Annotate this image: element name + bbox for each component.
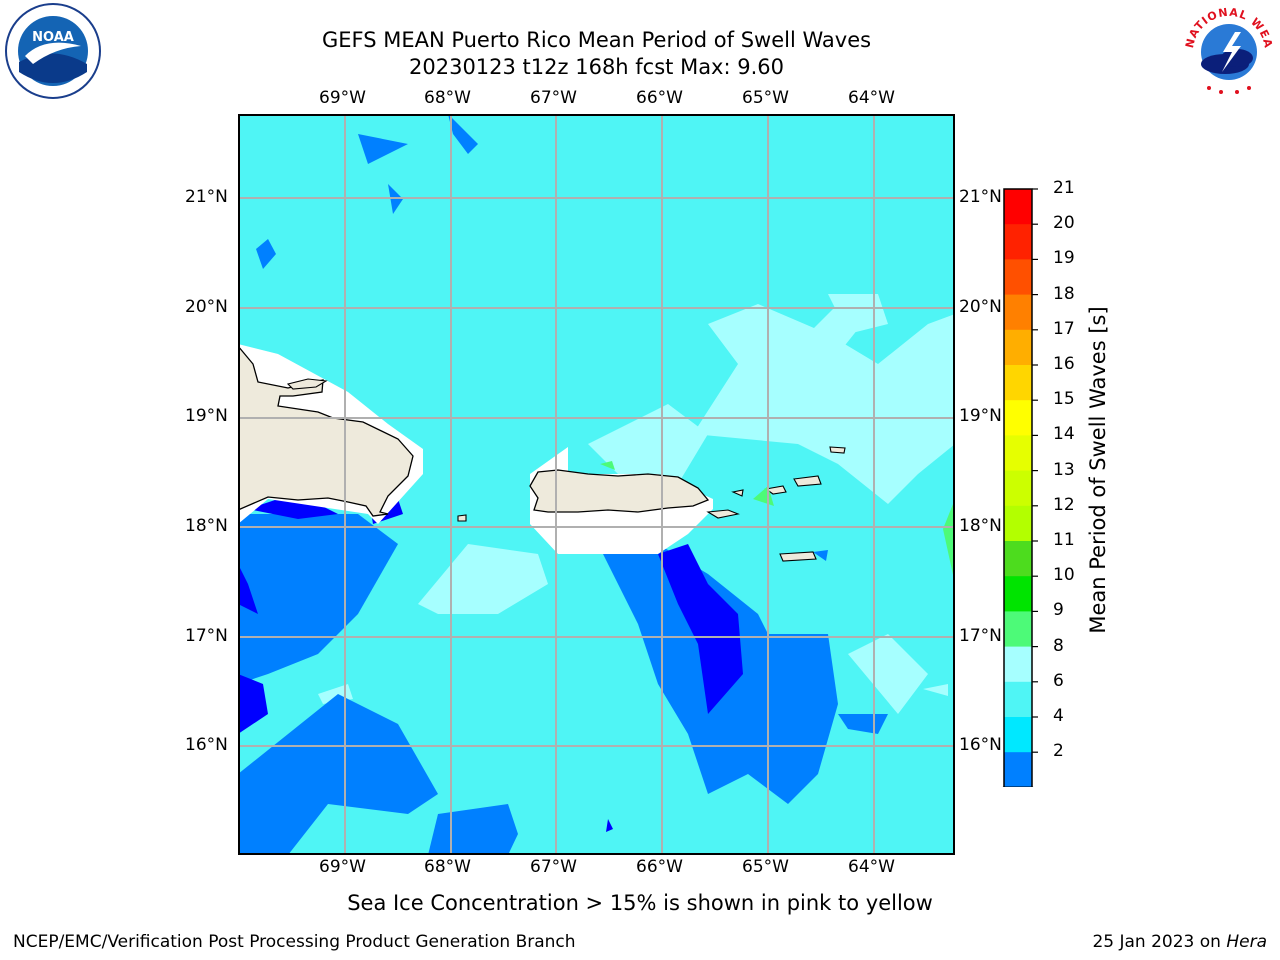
- land-anegada: [829, 446, 846, 454]
- colorbar-tick-label: 11: [1053, 530, 1075, 550]
- colorbar-label: Mean Period of Swell Waves [s]: [1086, 306, 1110, 634]
- lat-label-left-21n: 21°N: [185, 187, 228, 207]
- land-tortuga: [286, 378, 328, 390]
- map-frame: [238, 114, 955, 855]
- colorbar-tick-label: 16: [1053, 354, 1075, 374]
- colorbar-segment: [1004, 189, 1032, 225]
- colorbar-tick-label: 19: [1053, 248, 1075, 269]
- contour-9-10s-spot-3: [943, 499, 955, 584]
- lon-label-bottom-69w: 69°W: [319, 857, 366, 877]
- colorbar-segment: [1004, 294, 1032, 331]
- footer-date: 25 Jan 2023 on Hera: [1092, 932, 1267, 952]
- colorbar-tick-label: 2: [1053, 741, 1064, 762]
- colorbar-segment: [1004, 224, 1032, 260]
- lon-label-bottom-66w: 66°W: [636, 857, 683, 877]
- land-culebra: [731, 489, 744, 497]
- swell-period-map: [237, 114, 955, 855]
- lat-label-right-18n: 18°N: [959, 516, 1002, 536]
- colorbar-tick-label: 15: [1053, 389, 1075, 410]
- graticule: [238, 114, 955, 855]
- contour-9-10s-spot-1: [600, 461, 615, 470]
- lat-label-left-16n: 16°N: [185, 735, 228, 755]
- colorbar-segment: [1004, 681, 1032, 718]
- colorbar-segment: [1004, 611, 1032, 648]
- colorbar-graphic: [1002, 188, 1038, 818]
- lat-label-left-18n: 18°N: [185, 516, 228, 536]
- sea-ice-note: Sea Ice Concentration > 15% is shown in …: [347, 891, 933, 915]
- land-mona: [457, 514, 467, 522]
- land-puerto-rico: [529, 469, 710, 513]
- colorbar-segment: [1004, 752, 1032, 788]
- footer-date-text: 25 Jan 2023 on: [1092, 932, 1227, 952]
- lat-label-right-19n: 19°N: [959, 406, 1002, 426]
- map-subtitle: 20230123 t12z 168h fcst Max: 9.60: [409, 55, 784, 79]
- colorbar-segment: [1004, 400, 1032, 436]
- colorbar-segment: [1004, 329, 1032, 366]
- colorbar-segment: [1004, 541, 1032, 577]
- lat-label-left-17n: 17°N: [185, 626, 228, 646]
- lon-label-bottom-68w: 68°W: [424, 857, 471, 877]
- colorbar-segment: [1004, 505, 1032, 542]
- land-tortola: [793, 475, 822, 487]
- colorbar-segment: [1004, 646, 1032, 683]
- noaa-logo: NOAA: [3, 2, 103, 100]
- colorbar-segment: [1004, 470, 1032, 507]
- colorbar: [996, 182, 1056, 818]
- lat-label-right-17n: 17°N: [959, 626, 1002, 646]
- map-title: GEFS MEAN Puerto Rico Mean Period of Swe…: [321, 28, 872, 52]
- footer-credit: NCEP/EMC/Verification Post Processing Pr…: [13, 932, 576, 952]
- footer-machine-name: Hera: [1226, 932, 1267, 952]
- colorbar-segment: [1004, 259, 1032, 296]
- lon-label-top-67w: 67°W: [530, 88, 577, 108]
- colorbar-tick-label: 21: [1053, 178, 1075, 198]
- colorbar-segment: [1004, 435, 1032, 472]
- lat-label-left-19n: 19°N: [185, 406, 228, 426]
- lon-label-top-65w: 65°W: [742, 88, 789, 108]
- colorbar-tick-label: 13: [1053, 459, 1075, 480]
- contour-8-9s: [318, 294, 955, 714]
- map-plot-area: [237, 114, 955, 855]
- land-virgin-islands: [764, 485, 787, 495]
- colorbar-tick-label: 9: [1053, 600, 1064, 621]
- lat-label-right-20n: 20°N: [959, 297, 1002, 317]
- land-vieques: [706, 509, 740, 519]
- colorbar-tick-label: 4: [1053, 706, 1064, 726]
- colorbar-tick-label: 17: [1053, 318, 1075, 339]
- lon-label-bottom-65w: 65°W: [742, 857, 789, 877]
- lat-label-right-16n: 16°N: [959, 735, 1002, 755]
- land-st-croix: [779, 551, 817, 562]
- noaa-logo-text: NOAA: [32, 30, 74, 45]
- colorbar-segment: [1004, 365, 1032, 401]
- colorbar-segment: [1004, 576, 1032, 612]
- colorbar-tick-label: 18: [1053, 283, 1075, 304]
- colorbar-tick-label: 10: [1053, 565, 1075, 586]
- lon-label-top-66w: 66°W: [636, 88, 683, 108]
- lon-label-top-64w: 64°W: [848, 88, 895, 108]
- colorbar-segment: [1004, 717, 1032, 753]
- colorbar-tick-label: 12: [1053, 494, 1075, 515]
- lat-label-left-20n: 20°N: [185, 297, 228, 317]
- colorbar-label-wrap: Mean Period of Swell Waves [s]: [1085, 190, 1111, 750]
- lon-label-top-69w: 69°W: [319, 88, 366, 108]
- colorbar-tick-label: 14: [1053, 424, 1075, 445]
- lat-label-right-21n: 21°N: [959, 187, 1002, 207]
- lon-label-top-68w: 68°W: [424, 88, 471, 108]
- colorbar-tick-label: 6: [1053, 670, 1064, 691]
- colorbar-tick-label: 20: [1053, 213, 1075, 234]
- lon-label-bottom-64w: 64°W: [848, 857, 895, 877]
- colorbar-tick-label: 8: [1053, 635, 1064, 656]
- nws-logo: NATIONAL WEATHER SERVICE: [1174, 0, 1279, 98]
- lon-label-bottom-67w: 67°W: [530, 857, 577, 877]
